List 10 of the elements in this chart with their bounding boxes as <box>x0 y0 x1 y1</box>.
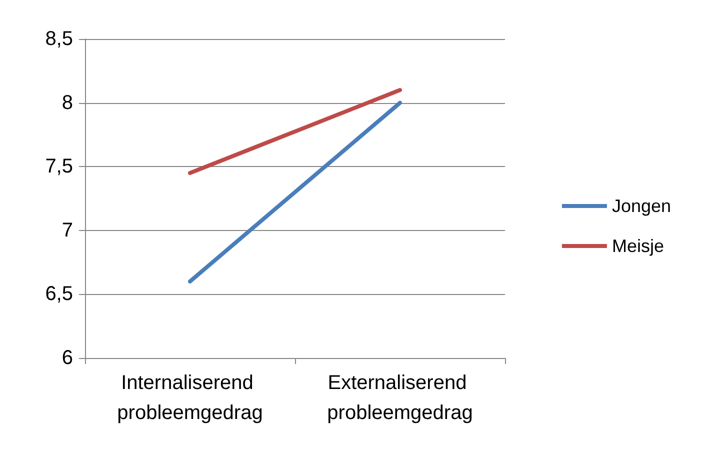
y-tick-label: 6 <box>62 347 73 369</box>
y-tick-label: 8,5 <box>45 28 73 50</box>
legend-label: Jongen <box>612 196 672 216</box>
y-tick-label: 6,5 <box>45 283 73 306</box>
y-tick-label: 7,5 <box>45 156 73 178</box>
y-tick-label: 7 <box>62 219 73 242</box>
legend-label: Meisje <box>612 236 664 256</box>
x-tick-label: Externaliserend probleemgedrag <box>327 372 473 424</box>
y-tick-label: 8 <box>62 92 73 114</box>
x-tick-label: Internaliserend probleemgedrag <box>117 372 263 424</box>
